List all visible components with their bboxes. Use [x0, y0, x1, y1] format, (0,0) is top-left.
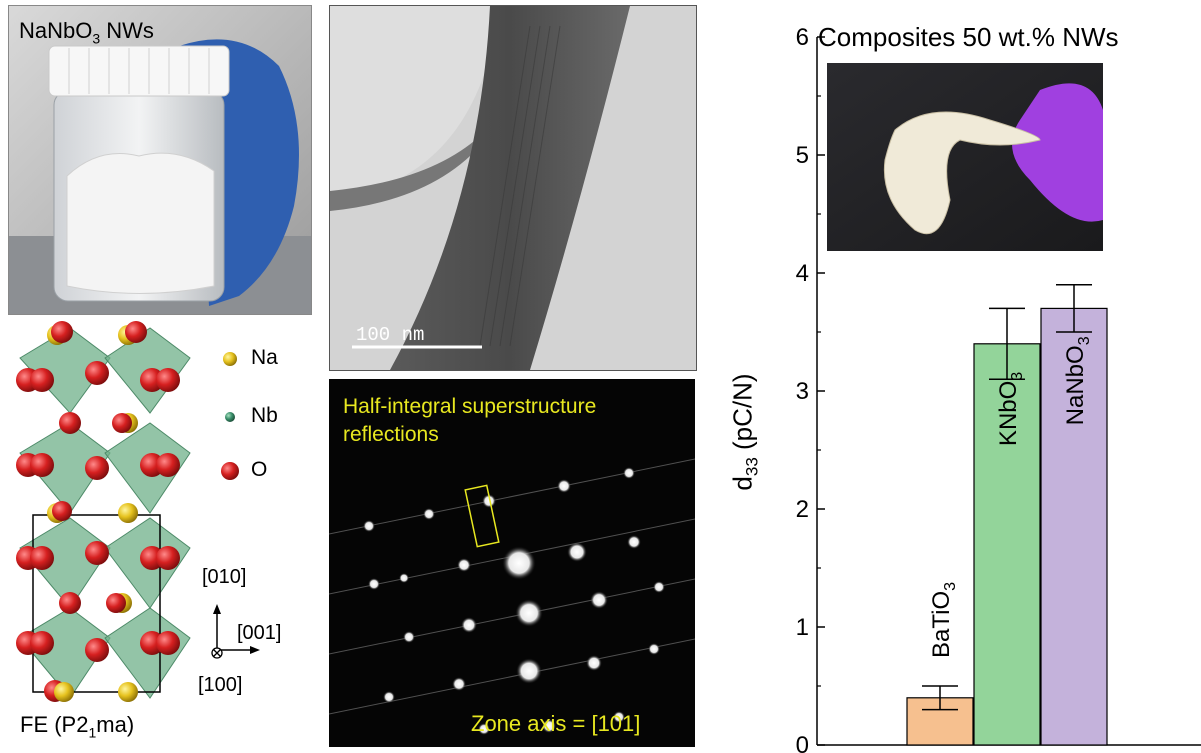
- na-legend-marker: [223, 352, 237, 366]
- bar-label-sub: 3: [942, 582, 959, 591]
- y-axis-label: d33 (pC/N): [727, 373, 762, 490]
- bar-label-knbo3: KNbO3: [995, 372, 1026, 446]
- na-legend-label: Na: [251, 346, 278, 369]
- jar-photo: [9, 6, 311, 314]
- o-legend-marker: [221, 462, 239, 480]
- flexible-film-photo: [827, 63, 1103, 251]
- chart-title: Composites 50 wt.% NWs: [818, 22, 1119, 52]
- crystal-caption-pre: FE (P2: [20, 712, 89, 737]
- axis-100-label: [100]: [198, 674, 243, 696]
- y-tick-label: 1: [796, 614, 809, 641]
- y-tick-label: 6: [796, 24, 809, 51]
- superstructure-annotation-line1: Half-integral superstructure: [343, 395, 597, 418]
- y-tick-label: 3: [796, 378, 809, 405]
- superstructure-annotation-line2: reflections: [343, 423, 439, 446]
- nwpowder-photo-panel: NaNbO3 NWs: [8, 5, 312, 315]
- bar-label-sub: 3: [1009, 372, 1026, 381]
- o-legend-label: O: [251, 458, 268, 481]
- nwpowder-label-sub: 3: [92, 30, 101, 47]
- bar-label-nanbo3: NaNbO3: [1062, 336, 1093, 425]
- axis-010-label: [010]: [202, 566, 247, 588]
- crystal-caption: FE (P21ma): [20, 712, 134, 740]
- saed-pattern-panel: Half-integral superstructure reflections…: [329, 379, 695, 747]
- nb-legend-label: Nb: [251, 404, 278, 427]
- crystal-structure: [16, 321, 260, 702]
- crystal-caption-post: ma): [96, 712, 135, 737]
- y-tick-label: 5: [796, 142, 809, 169]
- tem-image-panel: 100 nm: [329, 5, 697, 371]
- y-axis-label-unit: (pC/N): [727, 373, 758, 458]
- nwpowder-label-main: NaNbO: [19, 18, 93, 43]
- bar-label-main: KNbO: [995, 381, 1022, 446]
- crystal-caption-sub: 1: [88, 724, 97, 741]
- nwpowder-label-tail: NWs: [100, 18, 154, 43]
- bar-label-main: NaNbO: [1062, 345, 1089, 425]
- y-axis-label-sub: 33: [742, 457, 762, 477]
- nwpowder-label: NaNbO3 NWs: [19, 18, 154, 46]
- y-axis-label-main: d: [727, 476, 758, 491]
- bar-knbo3: [973, 343, 1041, 746]
- y-tick-label: 2: [796, 496, 809, 523]
- bar-nanbo3: [1040, 307, 1108, 746]
- unit-cell-outline: [32, 514, 161, 693]
- y-tick-label: 0: [796, 732, 809, 753]
- axis-001-label: [001]: [237, 622, 282, 644]
- scale-bar-label: 100 nm: [356, 324, 425, 346]
- bar-label-sub: 3: [1076, 336, 1093, 345]
- zone-axis-label: Zone axis = [101]: [471, 711, 641, 736]
- bar-label-main: BaTiO: [928, 591, 955, 658]
- nb-legend-marker: [225, 412, 235, 422]
- superstructure-highlight-box: [464, 484, 500, 548]
- bar-label-batio3: BaTiO3: [928, 582, 959, 658]
- y-tick-label: 4: [796, 260, 809, 287]
- tem-image: [330, 6, 696, 370]
- d33-bar-chart: 0 1 2 3 4 5 6 BaTiO3 KNbO3 NaNbO3 Composites 50 w…: [700, 0, 1201, 753]
- saed-pattern: [329, 458, 695, 735]
